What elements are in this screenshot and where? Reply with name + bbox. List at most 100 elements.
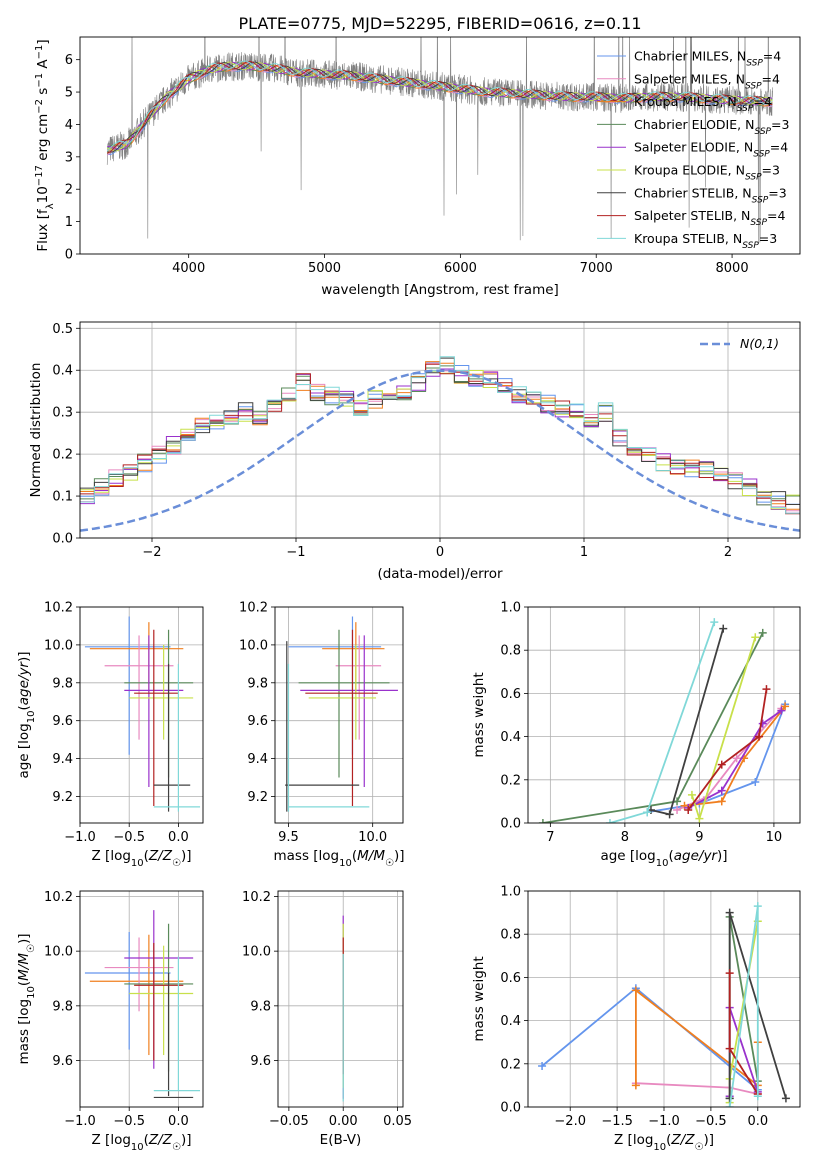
weight-point-marker [717,760,726,769]
weight-point-marker [538,1061,547,1070]
y-tick-label: 9.8 [52,676,73,691]
weight-point-marker [725,1103,734,1107]
x-axis-label: wavelength [Angstrom, rest frame] [321,282,559,298]
label-part: , N [729,49,746,64]
x-tick-label: 5000 [308,261,341,276]
weight-point-marker [710,618,719,627]
weight-point-marker [673,797,682,806]
label-part: , N [725,231,742,246]
label-part: Z/Z [148,1132,173,1148]
legend-name: Chabrier ELODIE [634,117,737,132]
weight-point-marker [719,624,728,633]
label-part: Z [log [92,848,131,864]
label-part: = [753,94,763,109]
label-part: Z [log [92,1132,131,1148]
y-tick-label: 0.0 [500,817,521,832]
x-tick-label: 8000 [716,261,749,276]
weight-point-marker [725,1044,734,1053]
y-tick-label: 2 [65,183,73,198]
label-part: age [log [16,723,32,778]
weight-point-marker [732,754,741,763]
legend-nssp: 3 [781,117,789,132]
label-part: = [771,117,781,132]
label-part: = [770,140,780,155]
legend-entry: Chabrier STELIB, NSSP=3 [634,185,787,205]
label-part: )] [16,651,32,662]
weight-point-marker [631,986,640,995]
label-part: )] [703,1132,714,1148]
label-part: , N [734,185,751,200]
panel-massweight-vs-Z: −2.0 −1.5 −1.0 −0.5 0.0 0.0 0.2 0.4 0.6 0.8 1.0 mas… [471,885,801,1153]
legend-entry: Salpeter STELIB, NSSP=4 [634,208,785,228]
y-tick-label: 0.6 [500,687,521,702]
weight-line [687,688,768,811]
label-part: −17 [34,165,45,186]
label-part: ( [144,848,149,864]
label-part: , N [737,117,754,132]
spectrum-model-line [106,60,773,152]
y-tick-label: 10.2 [44,890,73,905]
weight-point-marker [725,908,734,917]
label-part: , N [733,208,750,223]
label-part: −1 [34,45,45,60]
y-tick-label: 9.6 [247,714,268,729]
x-tick-label: −2.0 [554,1114,586,1129]
label-part: = [763,49,773,64]
y-tick-label: 5 [65,86,73,101]
label-part: 10 [35,186,51,203]
panel-residuals: −2 −1 0 1 2 0.0 0.1 0.2 0.3 0.4 0.5 (data-model)/er… [28,321,801,582]
label-part: M/M [357,848,385,864]
label-part: ☉ [26,944,37,953]
label-part: )] [717,848,728,864]
x-tick-label: 9.5 [278,830,299,845]
x-axis-label: Z [log10(Z/Z☉)] [92,848,192,869]
y-tick-label: 1.0 [500,885,521,900]
x-tick-label: 0 [436,545,444,560]
y-tick-label: 1 [65,215,73,230]
y-tick-label: 0.0 [52,532,73,547]
legend-nssp: 4 [764,94,772,109]
legend-entry: Chabrier ELODIE, NSSP=3 [634,117,789,137]
y-tick-label: 0.6 [500,971,521,986]
label-part: ( [16,981,32,986]
label-part: ☉ [172,858,181,869]
label-part: ( [144,1132,149,1148]
weight-point-marker [538,819,547,823]
label-part: Flux [f [35,208,51,252]
weight-point-marker [717,797,726,806]
y-tick-label: 1.0 [500,601,521,616]
legend-nssp: 3 [772,163,780,178]
panel-age-vs-mass: 9.5 10.0 9.2 9.4 9.6 9.8 10.0 10.2 mass [log10(M… [239,601,404,869]
legend-name: Chabrier MILES [634,49,729,64]
y-tick-label: 0.4 [52,364,73,379]
label-part: Z/Z [670,1132,695,1148]
legend-nssp: 3 [779,185,787,200]
x-axis-label: (data-model)/error [377,566,503,582]
x-tick-label: 6000 [444,261,477,276]
y-axis-label: mass weight [471,956,487,1041]
axes-frame [79,890,204,1108]
label-part: 10 [653,1142,666,1153]
label-part: = [762,71,772,86]
y-tick-label: 0.2 [500,773,521,788]
weight-point-marker [717,786,726,795]
x-tick-label: −1.0 [64,1114,96,1129]
errorbar-group [285,616,398,812]
y-tick-label: 9.6 [52,1054,73,1069]
y-axis-label: Flux [fλ10−17 erg cm−2 s−1 A−1] [34,39,56,251]
legend-name: Salpeter ELODIE [634,140,736,155]
panel-mass-vs-Z: −1.0 −0.5 0.09.69.810.010.2Z [log10(Z/Z☉)]… [16,890,204,1153]
gaussian-curve [80,369,800,532]
legend-nssp: 4 [772,71,780,86]
label-part: age/yr [674,848,719,864]
spectrum-model-line [107,61,773,152]
y-tick-label: 0.4 [500,1014,521,1029]
label-part: ☉ [172,1142,181,1153]
label-part: )] [181,848,192,864]
axes-frame [79,606,204,824]
legend-name: Salpeter STELIB [634,208,733,223]
label-part: SSP [742,241,759,251]
legend-entry: Salpeter ELODIE, NSSP=4 [634,140,788,160]
